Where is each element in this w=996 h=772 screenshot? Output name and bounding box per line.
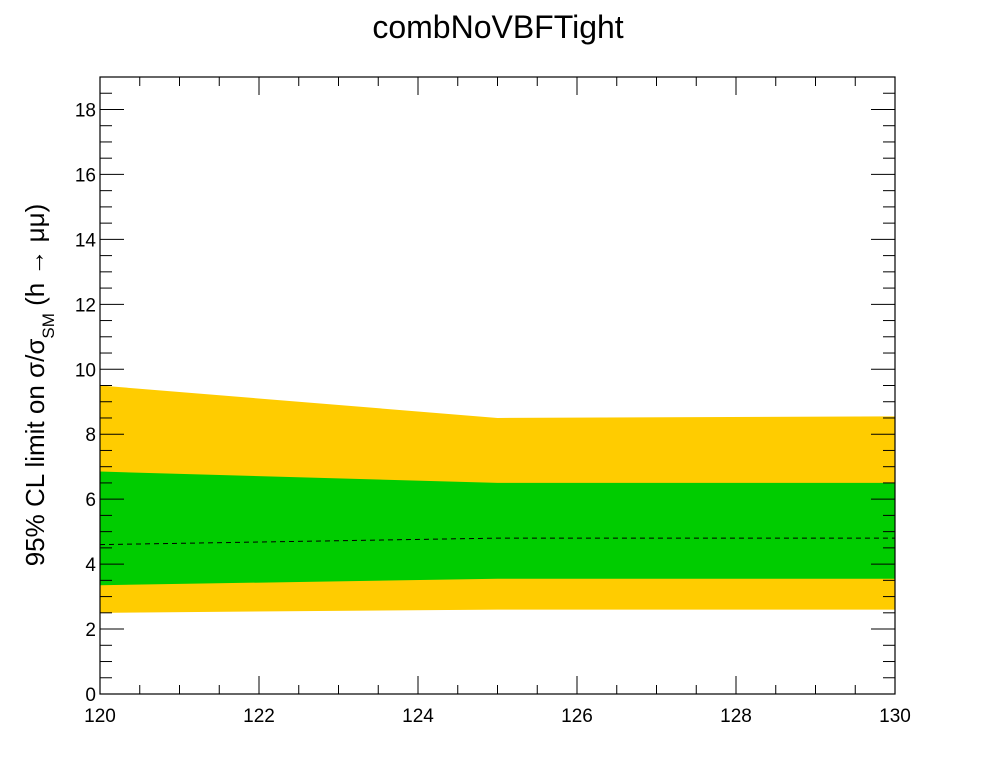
y-axis-label-prefix: 95% CL limit on σ/σ <box>20 339 50 567</box>
lines-layer <box>99 537 895 546</box>
y-tick-label: 14 <box>75 230 97 251</box>
y-axis-label-subscript: SM <box>39 313 58 339</box>
axis-ticks <box>99 76 896 695</box>
y-tick-label: 12 <box>75 295 96 316</box>
x-tick-label: 128 <box>720 706 752 727</box>
x-tick-label: 130 <box>879 706 911 727</box>
y-axis-label: 95% CL limit on σ/σSM (h → μμ) <box>20 204 58 567</box>
bands-layer <box>100 385 895 613</box>
band-band-1sigma <box>100 471 895 586</box>
y-tick-label: 0 <box>85 685 96 706</box>
y-tick-label: 18 <box>75 100 96 121</box>
y-tick-label: 10 <box>75 360 96 381</box>
x-tick-label: 124 <box>402 706 434 727</box>
y-tick-label: 8 <box>85 425 96 446</box>
x-tick-labels: 120 122 124 126 128 130 <box>84 706 911 727</box>
line-median-expected <box>99 537 895 546</box>
x-tick-label: 122 <box>243 706 275 727</box>
y-tick-label: 4 <box>85 555 96 576</box>
x-tick-label: 126 <box>561 706 593 727</box>
x-tick-label: 120 <box>84 706 116 727</box>
y-tick-label: 6 <box>85 490 96 511</box>
y-axis-label-suffix: (h → μμ) <box>20 204 50 313</box>
y-tick-label: 16 <box>75 165 96 186</box>
y-tick-label: 2 <box>85 620 96 641</box>
y-tick-labels: 0 2 4 6 8 10 12 14 16 18 <box>75 100 97 706</box>
chart-title: combNoVBFTight <box>372 9 623 45</box>
